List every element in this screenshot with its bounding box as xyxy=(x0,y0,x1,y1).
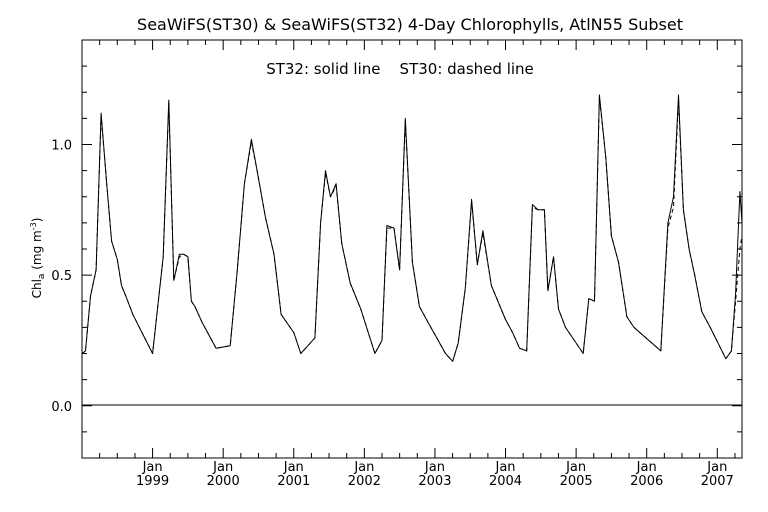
y-axis-label: Chla (mg m-3) xyxy=(29,218,47,299)
x-tick-month-label: Jan xyxy=(636,460,657,475)
x-tick-month-label: Jan xyxy=(283,460,304,475)
line-style-annotation: ST32: solid line ST30: dashed line xyxy=(266,60,534,78)
x-tick-month-label: Jan xyxy=(565,460,586,475)
x-tick-month-label: Jan xyxy=(353,460,374,475)
y-tick-label: 0.0 xyxy=(51,400,72,415)
chart-title: SeaWiFS(ST30) & SeaWiFS(ST32) 4-Day Chlo… xyxy=(137,15,683,34)
x-tick-year-label: 2005 xyxy=(560,474,593,489)
y-tick-label: 1.0 xyxy=(51,139,72,154)
x-tick-year-label: 2003 xyxy=(418,474,451,489)
y-axis-ticks: 0.0 0.5 1.0 xyxy=(51,65,742,433)
x-tick-month-label: Jan xyxy=(495,460,516,475)
x-tick-year-label: 2001 xyxy=(277,474,310,489)
x-tick-year-label: 2000 xyxy=(207,474,240,489)
series-line-st30 xyxy=(81,97,743,362)
y-label-superscript: -3 xyxy=(29,222,38,230)
series-line-st32 xyxy=(81,94,743,362)
x-tick-year-label: 2006 xyxy=(630,474,663,489)
y-label-unit: (mg m xyxy=(30,230,44,273)
x-tick-month-label: Jan xyxy=(706,460,727,475)
x-axis-ticks: Jan1999Jan2000Jan2001Jan2002Jan2003Jan20… xyxy=(99,40,736,489)
x-tick-year-label: 2002 xyxy=(348,474,381,489)
x-tick-year-label: 2004 xyxy=(489,474,522,489)
x-tick-month-label: Jan xyxy=(424,460,445,475)
x-tick-year-label: 2007 xyxy=(701,474,734,489)
x-tick-month-label: Jan xyxy=(142,460,163,475)
series-layer xyxy=(81,94,743,362)
y-tick-label: 0.5 xyxy=(51,269,72,284)
y-label-subscript: a xyxy=(37,274,47,280)
x-tick-year-label: 1999 xyxy=(136,474,169,489)
y-label-main: Chl xyxy=(30,279,44,298)
y-label-unit-close: ) xyxy=(30,218,44,223)
x-tick-month-label: Jan xyxy=(212,460,233,475)
